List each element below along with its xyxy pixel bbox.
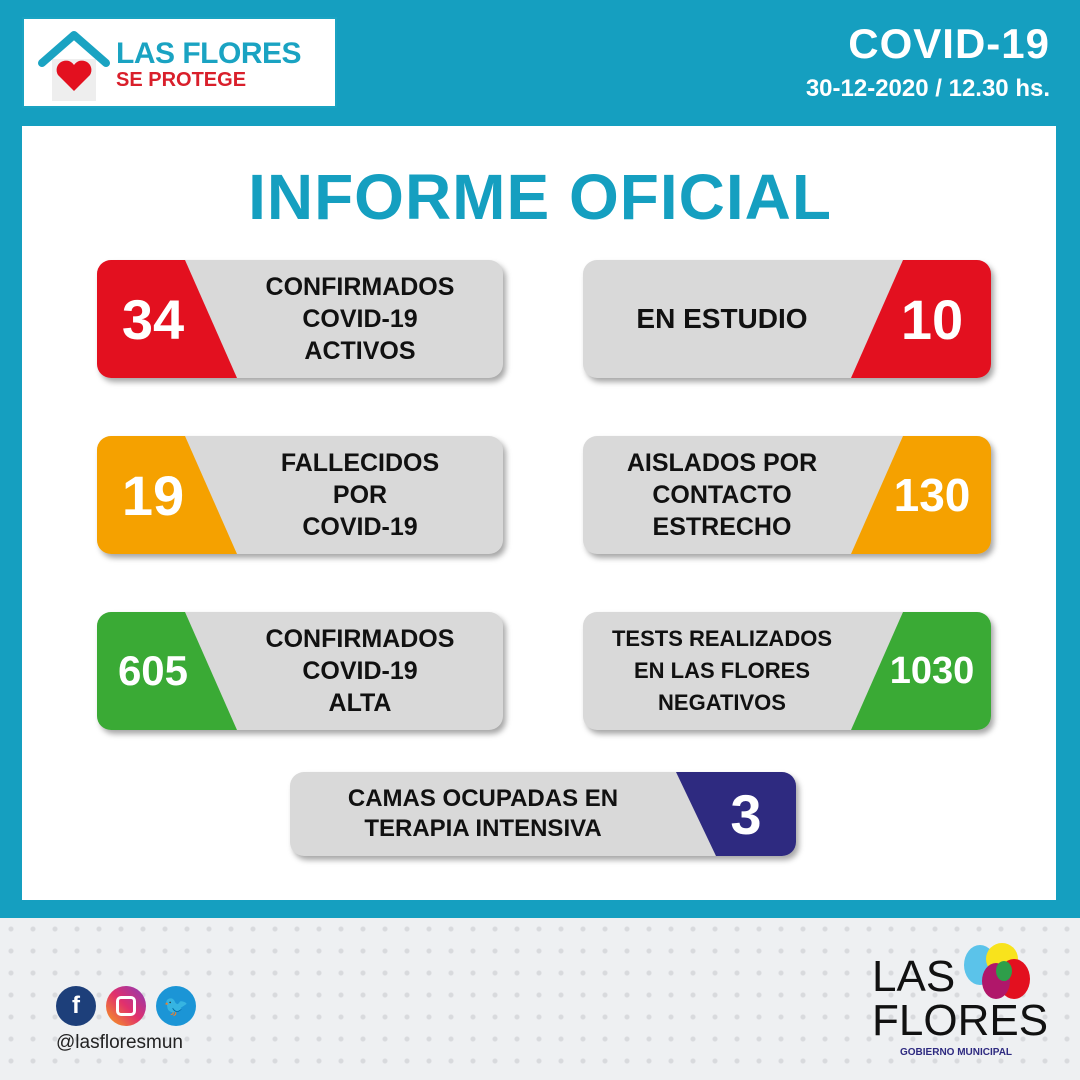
brand-line-1: LAS xyxy=(872,952,956,1001)
card-value: 130 xyxy=(893,469,971,521)
card-label: FALLECIDOS POR COVID-19 xyxy=(280,449,440,541)
card-label: EN ESTUDIO xyxy=(636,303,808,334)
card-tests-negativos: 1030 TESTS REALIZADOS EN LAS FLORES NEGA… xyxy=(583,612,991,730)
header-date: 30-12-2020 / 12.30 hs. xyxy=(805,75,1050,102)
twitter-icon[interactable]: 🐦 xyxy=(156,986,196,1026)
page-title: INFORME OFICIAL xyxy=(248,161,832,233)
las-flores-se-protege-logo: LAS FLORES SE PROTEGE xyxy=(22,17,337,108)
gobierno-municipal-logo: LAS FLORES GOBIERNO MUNICIPAL xyxy=(872,943,1048,1065)
card-value: 10 xyxy=(900,287,964,351)
card-value: 1030 xyxy=(889,649,975,692)
card-fallecidos: 19 FALLECIDOS POR COVID-19 xyxy=(97,436,503,554)
brand-line-2: FLORES xyxy=(872,996,1049,1045)
card-aislados: 130 AISLADOS POR CONTACTO ESTRECHO xyxy=(583,436,991,554)
flower-icon xyxy=(964,943,1030,999)
card-label: AISLADOS POR CONTACTO ESTRECHO xyxy=(626,449,818,541)
card-en-estudio: 10 EN ESTUDIO xyxy=(583,260,991,378)
card-label: CONFIRMADOS COVID-19 ACTIVOS xyxy=(265,273,455,365)
logo-title: LAS FLORES xyxy=(116,37,302,70)
instagram-icon[interactable] xyxy=(106,986,146,1026)
house-heart-icon xyxy=(38,31,110,101)
card-confirmados-alta: 605 CONFIRMADOS COVID-19 ALTA xyxy=(97,612,503,730)
facebook-icon[interactable]: f xyxy=(56,986,96,1026)
card-label: CONFIRMADOS COVID-19 ALTA xyxy=(265,625,455,717)
card-value: 19 xyxy=(121,463,185,527)
card-confirmados-activos: 34 CONFIRMADOS COVID-19 ACTIVOS xyxy=(97,260,503,378)
header-title: COVID-19 xyxy=(848,20,1050,67)
card-label: CAMAS OCUPADAS EN TERAPIA INTENSIVA xyxy=(347,785,619,842)
card-camas-terapia: 3 CAMAS OCUPADAS EN TERAPIA INTENSIVA xyxy=(290,772,796,856)
card-label: TESTS REALIZADOS EN LAS FLORES NEGATIVOS xyxy=(611,626,832,715)
brand-line-3: GOBIERNO MUNICIPAL xyxy=(900,1047,1013,1058)
logo-subtitle: SE PROTEGE xyxy=(116,69,247,91)
card-value: 3 xyxy=(730,782,762,846)
card-value: 34 xyxy=(121,287,185,351)
social-handle: @lasfloresmun xyxy=(56,1032,183,1053)
card-value: 605 xyxy=(117,647,189,694)
